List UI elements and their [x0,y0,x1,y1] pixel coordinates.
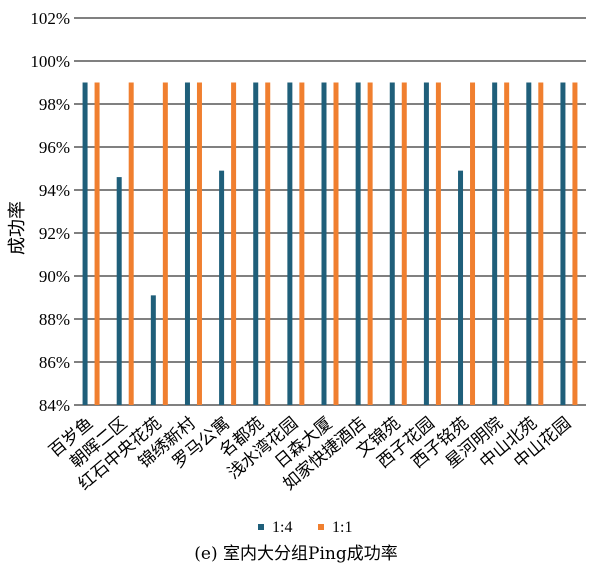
bar-series-1-4 [389,82,395,405]
bar-series-1-1 [231,82,237,405]
bar-series-1-4 [82,82,88,405]
y-tick-label: 100% [30,52,70,71]
y-tick-label: 90% [39,267,70,286]
bar-series-1-4 [116,177,122,405]
bar-series-1-4 [321,82,327,405]
legend: 1:4 1:1 [258,519,352,536]
y-axis-ticks: 84% 86% 88% 90% 92% 94% 96% 98% 100% 102% [30,9,70,415]
bar-series-1-1 [572,82,578,405]
y-tick-label: 94% [39,181,70,200]
chart-title: (e) 室内大分组Ping成功率 [194,544,397,564]
y-tick-label: 84% [39,396,70,415]
bar-series-1-4 [150,295,156,405]
bar-series-1-4 [492,82,498,405]
bar-series-1-1 [435,82,441,405]
bar-series-1-1 [538,82,544,405]
gridlines [74,17,586,406]
y-tick-label: 86% [39,353,70,372]
bar-series-1-1 [94,82,100,405]
bars [82,82,578,405]
bar-series-1-4 [458,170,464,405]
bar-series-1-4 [423,82,429,405]
y-tick-label: 102% [30,9,70,28]
y-tick-label: 98% [39,95,70,114]
legend-label: 1:4 [272,519,292,536]
bar-series-1-4 [219,170,225,405]
bar-series-1-4 [184,82,190,405]
bar-series-1-1 [401,82,407,405]
y-tick-label: 92% [39,224,70,243]
bar-series-1-4 [526,82,532,405]
bar-series-1-1 [299,82,305,405]
bar-series-1-1 [162,82,168,405]
bar-series-1-1 [367,82,373,405]
y-tick-label: 96% [39,138,70,157]
bar-series-1-1 [196,82,202,405]
x-axis-categories: 百岁鱼朝晖二区红石中央花苑锦绣新村罗马公寓名都苑浅水湾花园日森大厦如家快捷酒店文… [45,414,575,495]
bar-series-1-4 [355,82,361,405]
bar-series-1-1 [265,82,271,405]
bar-series-1-1 [128,82,134,405]
bar-series-1-4 [560,82,566,405]
bar-series-1-1 [333,82,339,405]
y-axis-label: 成功率 [7,201,28,255]
bar-series-1-4 [287,82,293,405]
legend-label: 1:1 [332,519,352,536]
bar-series-1-1 [470,82,476,405]
legend-swatch [258,524,264,530]
bar-series-1-4 [253,82,259,405]
bar-series-1-1 [504,82,510,405]
y-tick-label: 88% [39,310,70,329]
legend-swatch [318,524,324,530]
